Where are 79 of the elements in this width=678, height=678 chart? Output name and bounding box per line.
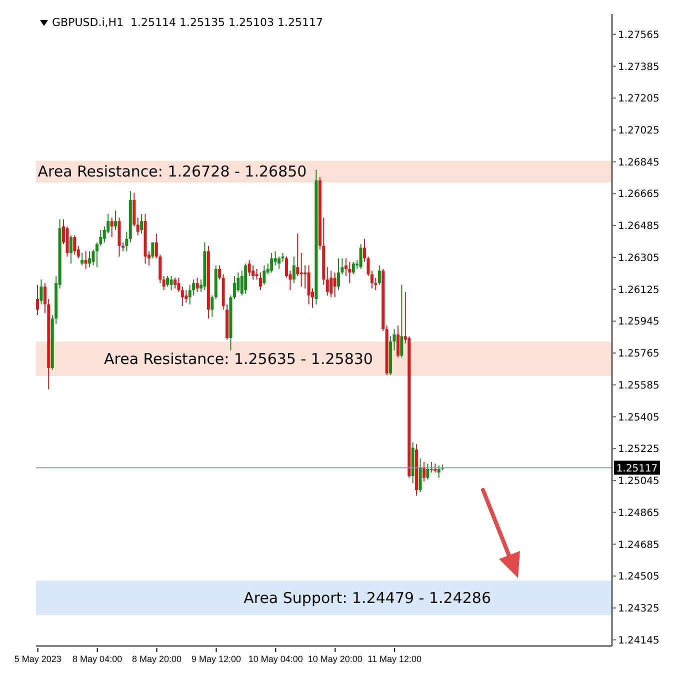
candlestick (418, 458, 422, 492)
x-tick-label: 11 May 12:00 (368, 654, 422, 664)
y-tick-label: 1.24865 (618, 508, 660, 519)
y-tick-label: 1.25945 (618, 316, 660, 328)
candlestick (337, 258, 340, 291)
candlestick (262, 264, 266, 286)
candlestick (258, 272, 262, 291)
x-tick-label: 9 May 12:00 (191, 654, 241, 664)
band-label: Area Resistance: 1.26728 - 1.26850 (38, 162, 307, 181)
y-tick-label: 1.27565 (618, 30, 660, 41)
ref-line-label: 1.25117 (616, 464, 658, 475)
candlestick (84, 250, 88, 270)
candlestick (170, 276, 173, 291)
candlestick (136, 217, 140, 236)
candlestick (140, 214, 144, 234)
candlestick (166, 276, 170, 288)
chart-title: GBPUSD.i,H1 1.25114 1.25135 1.25103 1.25117 (52, 16, 323, 29)
y-tick-label: 1.25585 (618, 380, 660, 392)
x-tick-label: 8 May 20:00 (132, 654, 182, 664)
candlestick (40, 279, 43, 305)
y-tick-label: 1.25405 (618, 412, 660, 424)
y-tick-label: 1.27025 (618, 126, 660, 137)
y-tick-label: 1.24145 (618, 635, 660, 646)
y-tick-label: 1.27205 (618, 94, 660, 105)
candlestick (88, 250, 92, 268)
candlestick (162, 276, 166, 291)
band-label: Area Support: 1.24479 - 1.24286 (244, 588, 492, 607)
candlestick (422, 461, 426, 482)
y-tick-label: 1.24685 (618, 540, 660, 551)
candlestick (330, 270, 333, 298)
candlestick (359, 244, 362, 270)
candlestick (114, 210, 118, 230)
candlestick (110, 217, 114, 238)
y-tick-label: 1.25045 (618, 476, 660, 488)
candlestick (326, 266, 329, 296)
band-label: Area Resistance: 1.25635 - 1.25830 (104, 350, 373, 368)
candlestick (370, 270, 374, 289)
candlestick (92, 248, 95, 266)
y-tick-label: 1.25765 (618, 348, 660, 360)
candlestick (151, 242, 154, 259)
y-tick-label: 1.27385 (618, 62, 660, 73)
y-tick-label: 1.25225 (618, 444, 660, 456)
candlestick (270, 252, 274, 273)
x-tick-label: 10 May 04:00 (248, 654, 303, 664)
candlestick (232, 276, 236, 300)
candlestick (80, 252, 84, 266)
candlestick (296, 233, 300, 277)
candlestick (177, 277, 180, 292)
candlestick (426, 463, 430, 480)
y-tick-label: 1.26125 (618, 284, 660, 296)
candlestick (210, 294, 214, 318)
x-tick-label: 8 May 04:00 (72, 654, 122, 664)
candlestick (173, 277, 176, 289)
candlestick (400, 284, 404, 358)
candlestick (180, 286, 184, 307)
candlestick (348, 261, 352, 284)
candlestick (184, 290, 188, 304)
x-tick-label: 10 May 20:00 (308, 654, 362, 664)
y-tick-label: 1.26665 (618, 189, 660, 200)
candlestick (248, 260, 251, 277)
candlestick (36, 284, 39, 316)
candlestick (73, 234, 76, 256)
candlestick (437, 464, 440, 478)
candlestick (333, 272, 336, 298)
candlestick (196, 277, 199, 292)
candlestick (125, 231, 128, 252)
candlestick (218, 264, 222, 280)
x-tick-label: 5 May 2023 (14, 654, 62, 664)
candlestick (307, 264, 310, 305)
candlestick (378, 264, 381, 286)
candlestick (292, 256, 296, 284)
y-tick-label: 1.26845 (618, 157, 660, 168)
y-tick-label: 1.26305 (618, 252, 660, 264)
candlestick (396, 325, 400, 358)
y-tick-label: 1.24325 (618, 603, 660, 614)
y-tick-label: 1.24505 (618, 572, 660, 583)
candlestick (69, 234, 72, 264)
y-tick-label: 1.26485 (618, 221, 660, 232)
candlestick (352, 261, 355, 275)
